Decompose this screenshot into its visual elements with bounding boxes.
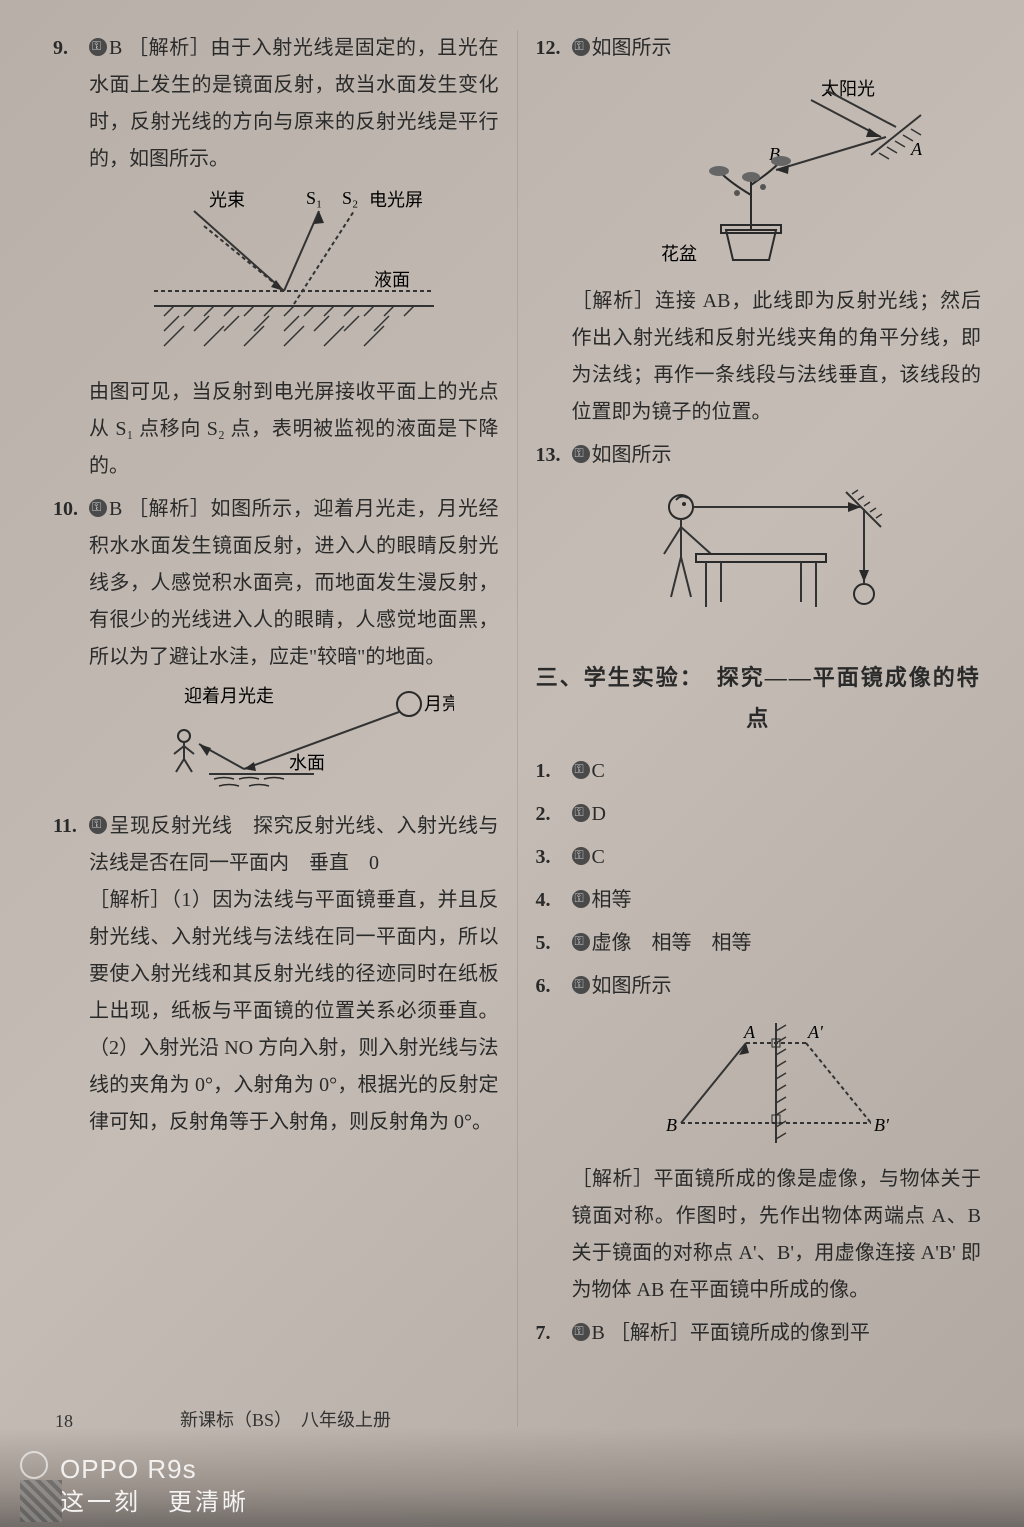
q12-figure: 太阳光 A B [611,75,941,275]
q12-explain: ［解析］连接 AB，此线即为反射光线；然后作出入射光线和反射光线夹角的角平分线，… [572,290,982,423]
page-content: 9. B ［解析］由于入射光线是固定的，且光在水面上发生的是镜面反射，故当水面发… [25,10,1009,1447]
q10-answer: B [109,498,122,520]
label-beam: 光束 [209,190,245,210]
q11-number: 11. [53,808,89,1141]
key-icon [572,761,590,779]
label-A: A [743,1022,756,1042]
q6-figure: A B A' B' [636,1013,916,1153]
label-moon: 月亮 [424,694,454,714]
key-icon [572,804,590,822]
q11-line1: 呈现反射光线 探究反射光线、入射光线与法线是否在同一平面内 垂直 0 [89,815,499,874]
answer-6: 6. 如图所示 A B [536,968,982,1309]
question-10: 10. B ［解析］如图所示，迎着月光走，月光经积水水面发生镜面反射，进入人的眼… [53,491,499,802]
q12-intro: 如图所示 [592,37,672,59]
question-11: 11. 呈现反射光线 探究反射光线、入射光线与法线是否在同一平面内 垂直 0 ［… [53,808,499,1141]
key-icon [89,816,107,834]
label-B: B [666,1115,677,1135]
q13-figure [626,482,926,632]
qr-icon [20,1480,62,1522]
q11-explain: ［解析］（1）因为法线与平面镜垂直，并且反射光线、入射光线与法线在同一平面内，所… [89,889,499,1133]
label-s2: S₂ [342,188,358,208]
key-icon [572,445,590,463]
q13-body: 如图所示 [572,437,982,640]
key-icon [572,1323,590,1341]
label-pot: 花盆 [661,244,697,264]
camera-icon [20,1451,48,1479]
key-icon [572,890,590,908]
question-9: 9. B ［解析］由于入射光线是固定的，且光在水面上发生的是镜面反射，故当水面发… [53,30,499,485]
label-sun: 太阳光 [821,79,875,99]
label-s1: S₁ [306,188,322,208]
q9-conclusion: 由图可见，当反射到电光屏接收平面上的光点从 S₁ 点移向 S₂ 点，表明被监视的… [89,381,499,477]
q11-body: 呈现反射光线 探究反射光线、入射光线与法线是否在同一平面内 垂直 0 ［解析］（… [89,808,499,1141]
q7-answer: B [592,1322,605,1344]
answer-4: 4. 相等 [536,882,982,919]
label-screen: 电光屏 [369,190,423,210]
q10-number: 10. [53,491,89,802]
answer-5: 5. 虚像 相等 相等 [536,925,982,962]
q7-body: B ［解析］平面镜所成的像到平 [572,1315,982,1352]
label-surface: 液面 [374,270,410,290]
q10-figure: 迎着月光走 月亮 水面 [134,684,454,794]
q10-explain: ［解析］如图所示，迎着月光走，月光经积水水面发生镜面反射，进入人的眼睛反射光线多… [89,498,499,668]
key-icon [572,847,590,865]
q9-answer: B [109,37,122,59]
label-toward: 迎着月光走 [184,686,274,706]
question-12: 12. 如图所示 太阳光 A [536,30,982,431]
question-13: 13. 如图所示 [536,437,982,640]
q12-number: 12. [536,30,572,431]
q6-body: 如图所示 A B [572,968,982,1309]
q13-number: 13. [536,437,572,640]
key-icon [89,38,107,56]
answer-1: 1. C [536,753,982,790]
answer-3: 3. C [536,839,982,876]
plant-icon [709,156,791,260]
q13-intro: 如图所示 [592,444,672,466]
section-title: 三、学生实验： 探究——平面镜成像的特点 [536,658,982,739]
question-7: 7. B ［解析］平面镜所成的像到平 [536,1315,982,1352]
watermark-tagline: 这一刻 更清晰 [60,1482,249,1517]
label-A: A [910,139,923,159]
q7-explain: ［解析］平面镜所成的像到平 [610,1322,870,1344]
label-water: 水面 [289,753,325,773]
right-column: 12. 如图所示 太阳光 A [518,30,1000,1427]
q10-body: B ［解析］如图所示，迎着月光走，月光经积水水面发生镜面反射，进入人的眼睛反射光… [89,491,499,802]
q6-explain: ［解析］平面镜所成的像是虚像，与物体关于镜面对称。作图时，先作出物体两端点 A、… [572,1168,982,1301]
q12-body: 如图所示 太阳光 A [572,30,982,431]
answer-2: 2. D [536,796,982,833]
q9-body: B ［解析］由于入射光线是固定的，且光在水面上发生的是镜面反射，故当水面发生变化… [89,30,499,485]
left-column: 9. B ［解析］由于入射光线是固定的，且光在水面上发生的是镜面反射，故当水面发… [35,30,518,1427]
key-icon [572,933,590,951]
label-Bp: B' [874,1115,890,1135]
q9-figure: 光束 S₁ S₂ 电光屏 液面 [144,186,444,366]
q9-explain: ［解析］由于入射光线是固定的，且光在水面上发生的是镜面反射，故当水面发生变化时，… [89,37,499,170]
q7-number: 7. [536,1315,572,1352]
key-icon [572,38,590,56]
q9-number: 9. [53,30,89,485]
key-icon [89,499,107,517]
watermark-brand: OPPO R9s [60,1454,197,1485]
key-icon [572,976,590,994]
label-Ap: A' [807,1022,824,1042]
